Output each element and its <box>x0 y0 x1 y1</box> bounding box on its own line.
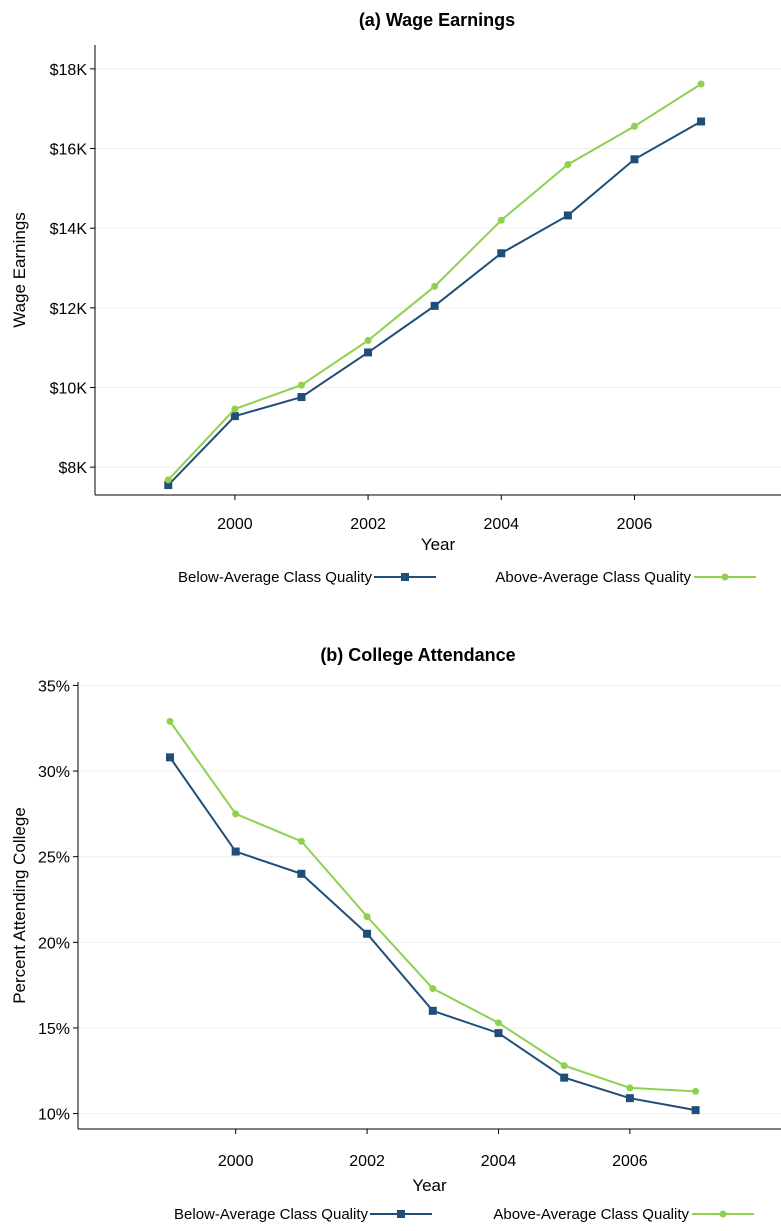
x-tick-label: 2002 <box>350 516 386 533</box>
series-line <box>167 83 702 481</box>
data-point-marker <box>429 985 437 993</box>
data-point-marker <box>630 122 638 130</box>
data-point-marker <box>363 913 371 921</box>
chart-title: (b) College Attendance <box>320 645 515 665</box>
data-point-marker <box>431 282 439 290</box>
data-point-marker <box>297 869 306 878</box>
data-point-marker <box>164 481 173 490</box>
chart-panel-college-attendance: (b) College Attendance 10% 15% 20% 25% 30% 35%… <box>0 636 781 1226</box>
y-axis-label: Wage Earnings <box>10 212 29 328</box>
legend: Below-Average Class Quality Above-Average… <box>174 1206 754 1223</box>
x-tick-label: 2002 <box>349 1153 385 1170</box>
data-point-marker <box>494 1019 502 1027</box>
data-point-marker <box>697 80 705 88</box>
y-axis-label: Percent Attending College <box>10 807 29 1004</box>
college-attendance-chart: (b) College Attendance 10% 15% 20% 25% 30% 35%… <box>10 645 781 1223</box>
series-line <box>169 756 696 1112</box>
legend-label: Below-Average Class Quality <box>174 1206 368 1223</box>
data-point-marker <box>430 301 439 310</box>
data-point-marker <box>364 348 373 357</box>
legend-marker <box>719 1210 727 1218</box>
legend-marker <box>721 573 729 581</box>
y-tick-label: $8K <box>59 460 88 477</box>
y-tick-label: $10K <box>50 380 88 397</box>
x-tick-label: 2004 <box>483 516 519 533</box>
x-tick-label: 2006 <box>617 516 653 533</box>
data-point-marker <box>232 810 240 818</box>
data-point-marker <box>563 211 572 220</box>
gridlines <box>95 68 781 468</box>
chart-title: (a) Wage Earnings <box>359 10 515 30</box>
data-point-marker <box>428 1006 437 1015</box>
y-tick-label: 30% <box>38 764 70 781</box>
data-point-marker <box>497 249 506 258</box>
data-point-marker <box>560 1073 569 1082</box>
y-tick-label: 35% <box>38 678 70 695</box>
data-point-marker <box>364 336 372 344</box>
y-tick-label: 15% <box>38 1021 70 1038</box>
x-tick-label: 2004 <box>481 1153 517 1170</box>
series-line <box>169 720 696 1093</box>
x-tick-label: 2000 <box>217 516 253 533</box>
data-point-marker <box>164 476 172 484</box>
data-point-marker <box>297 381 305 389</box>
series-below-average <box>165 753 700 1115</box>
x-tick-label: 2000 <box>218 1153 254 1170</box>
legend-marker <box>397 1210 405 1218</box>
legend-marker <box>401 573 409 581</box>
data-point-marker <box>497 216 505 224</box>
data-point-marker <box>626 1084 634 1092</box>
series-above-average <box>166 717 700 1095</box>
y-tick-label: 25% <box>38 850 70 867</box>
y-tick-label: $18K <box>50 62 88 79</box>
data-point-marker <box>564 160 572 168</box>
data-point-marker <box>625 1094 634 1103</box>
data-point-marker <box>494 1029 503 1038</box>
y-tick-label: $16K <box>50 142 88 159</box>
legend-label: Above-Average Class Quality <box>495 569 691 586</box>
data-point-marker <box>692 1087 700 1095</box>
series-below-average <box>164 117 706 490</box>
data-point-marker <box>630 155 639 164</box>
data-point-marker <box>560 1062 568 1070</box>
legend-label: Above-Average Class Quality <box>493 1206 689 1223</box>
data-point-marker <box>166 717 174 725</box>
wage-earnings-chart: (a) Wage Earnings $8K $10K $12K $14K $16K $18K… <box>10 10 781 586</box>
y-tick-label: 10% <box>38 1107 70 1124</box>
data-point-marker <box>231 405 239 413</box>
series-above-average <box>164 80 705 484</box>
data-point-marker <box>297 837 305 845</box>
legend: Below-Average Class Quality Above-Average… <box>178 569 756 586</box>
x-tick-label: 2006 <box>612 1153 648 1170</box>
data-point-marker <box>165 753 174 762</box>
data-point-marker <box>231 847 240 856</box>
y-tick-label: $14K <box>50 221 88 238</box>
chart-panel-wage-earnings: (a) Wage Earnings $8K $10K $12K $14K $16K $18K… <box>0 0 781 600</box>
data-point-marker <box>691 1106 700 1115</box>
data-point-marker <box>230 412 239 421</box>
x-axis-label: Year <box>412 1176 447 1195</box>
x-axis-label: Year <box>421 535 456 554</box>
data-point-marker <box>697 117 706 126</box>
data-point-marker <box>363 929 372 938</box>
y-tick-label: 20% <box>38 935 70 952</box>
legend-label: Below-Average Class Quality <box>178 569 372 586</box>
gridlines <box>78 684 781 1115</box>
data-point-marker <box>297 393 306 402</box>
y-tick-label: $12K <box>50 301 88 318</box>
